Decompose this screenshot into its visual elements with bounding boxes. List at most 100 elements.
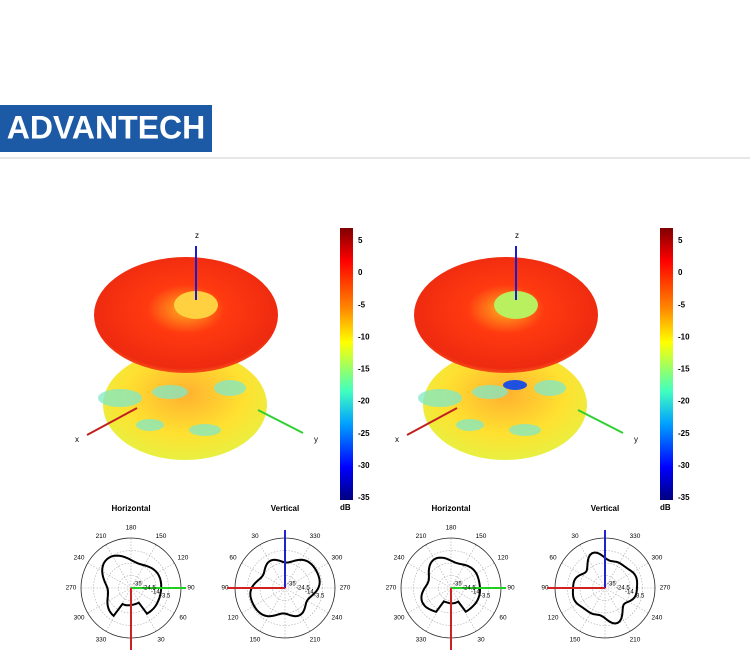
colorbar-tick: -30: [358, 461, 370, 470]
polar-spoke: [579, 544, 606, 589]
y-label: y: [314, 435, 318, 444]
x-label: x: [75, 435, 79, 444]
angle-label: 270: [660, 585, 671, 592]
lower-lobe: [103, 350, 267, 460]
logo-box: [0, 105, 212, 152]
y-axis: [257, 409, 304, 434]
x-label: x: [395, 435, 399, 444]
angle-label: 210: [310, 637, 321, 644]
polar-title: Horizontal: [431, 504, 470, 513]
angle-label: 90: [187, 585, 195, 592]
colorbar-tick: 5: [358, 236, 363, 245]
angle-label: 30: [251, 533, 259, 540]
cold-spot: [503, 380, 527, 390]
polar-spoke: [130, 587, 175, 614]
colorbar-tick: 0: [358, 268, 363, 277]
angle-label: 300: [332, 555, 343, 562]
polar-spoke: [450, 562, 495, 589]
cool-spot: [509, 424, 541, 436]
radial-label: -3.5: [480, 594, 491, 600]
angle-label: 270: [340, 585, 351, 592]
x-axis: [406, 407, 458, 436]
angle-label: 120: [228, 615, 239, 622]
colorbar-tick: -20: [358, 397, 370, 406]
angle-label: 300: [74, 615, 85, 622]
lobe-hole: [494, 291, 538, 319]
angle-label: 90: [541, 585, 549, 592]
polar-spoke: [105, 544, 132, 589]
polar-spoke: [604, 587, 649, 614]
colorbar-tick: -15: [358, 365, 370, 374]
cool-spot: [189, 424, 221, 436]
polar-spoke: [284, 562, 329, 589]
z-label: z: [515, 231, 519, 240]
angle-label: 300: [652, 555, 663, 562]
angle-label: 330: [416, 637, 427, 644]
radial-label: -3.5: [160, 594, 171, 600]
angle-label: 150: [570, 637, 581, 644]
cool-spot: [152, 385, 188, 399]
x-axis: [86, 407, 138, 436]
angle-label: 330: [630, 533, 641, 540]
angle-label: 90: [221, 585, 229, 592]
cool-spot: [214, 380, 246, 396]
polar-spoke: [561, 562, 606, 589]
colorbar-tick: -15: [678, 365, 690, 374]
colorbar-tick: -5: [358, 300, 366, 309]
cool-spot: [136, 419, 164, 431]
radial-label: -24.5: [142, 586, 156, 592]
polar-spoke: [241, 587, 286, 614]
colorbar-tick: 5: [678, 236, 683, 245]
cool-spot: [534, 380, 566, 396]
angle-label: 330: [310, 533, 321, 540]
angle-label: 300: [394, 615, 405, 622]
angle-label: 210: [630, 637, 641, 644]
y-axis: [577, 409, 624, 434]
angle-label: 30: [571, 533, 579, 540]
colorbar-unit: dB: [660, 503, 671, 512]
radial-label: -14: [151, 590, 160, 596]
radial-label: -35: [133, 582, 142, 588]
angle-label: 240: [74, 555, 85, 562]
polar-spoke: [259, 544, 286, 589]
colorbar-tick: 0: [678, 268, 683, 277]
polar-spoke: [284, 587, 311, 632]
polar-spoke: [450, 587, 495, 614]
polar-spoke: [87, 562, 132, 589]
radial-label: -3.5: [314, 594, 325, 600]
polar-spoke: [259, 587, 286, 632]
angle-label: 270: [386, 585, 397, 592]
angle-label: 150: [156, 533, 167, 540]
colorbar-tick: -30: [678, 461, 690, 470]
angle-label: 330: [96, 637, 107, 644]
polar-spoke: [604, 587, 631, 632]
angle-label: 60: [499, 615, 507, 622]
radial-label: -24.5: [296, 586, 310, 592]
radial-label: -35: [607, 582, 616, 588]
polar-spoke: [604, 562, 649, 589]
angle-label: 270: [66, 585, 77, 592]
polar-title: Vertical: [271, 504, 299, 513]
colorbar-unit: dB: [340, 503, 351, 512]
angle-label: 90: [507, 585, 515, 592]
angle-label: 240: [394, 555, 405, 562]
radial-label: -24.5: [616, 586, 630, 592]
colorbar-tick: -35: [678, 493, 690, 502]
colorbar: [340, 228, 353, 500]
angle-label: 120: [548, 615, 559, 622]
angle-label: 240: [652, 615, 663, 622]
pattern-curve: [571, 551, 639, 625]
polar-spoke: [130, 544, 157, 589]
radial-label: -35: [287, 582, 296, 588]
angle-label: 150: [250, 637, 261, 644]
colorbar-tick: -10: [678, 332, 690, 341]
cool-spot: [472, 385, 508, 399]
colorbar-tick: -10: [358, 332, 370, 341]
radial-label: -3.5: [634, 594, 645, 600]
polar-spoke: [87, 587, 132, 614]
lower-lobe: [423, 350, 587, 460]
angle-label: 60: [229, 555, 237, 562]
polar-title: Horizontal: [111, 504, 150, 513]
